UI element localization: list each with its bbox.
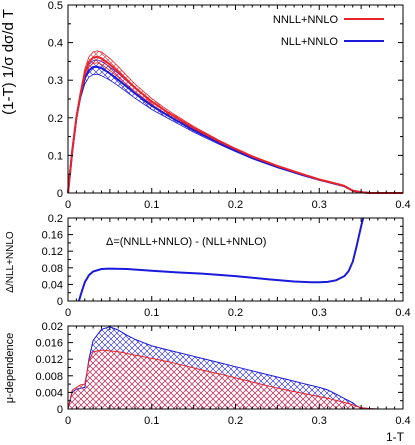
main-ytick-label: 0.3 (48, 75, 63, 87)
mu-axes: 0 0.004 0.008 0.012 0.016 0.02 0 0.1 0.2 0.3 0.4 (35, 321, 410, 427)
mu-xtick-label: 0 (65, 415, 71, 427)
main-xtick-label: 0 (65, 199, 71, 211)
delta-axes: 0 0.04 0.08 0.12 0.16 0.2 0 0.1 0.2 0.3 0.4 (42, 213, 411, 319)
delta-xtick-label: 0.3 (312, 307, 327, 319)
mu-edge-blue (67, 326, 387, 410)
delta-line (77, 218, 365, 301)
mu-ytick-label: 0.016 (35, 338, 63, 350)
delta-ytick-label: 0.12 (42, 246, 63, 258)
delta-ytick-label: 0.16 (42, 230, 63, 242)
delta-xtick-label: 0.4 (395, 307, 410, 319)
delta-xtick-label: 0 (65, 307, 71, 319)
main-xtick-label: 0.2 (228, 199, 243, 211)
main-ylabel: (1-T) 1/σ dσ/d T (0, 9, 17, 115)
main-ytick-label: 0 (57, 188, 63, 200)
mu-areas (67, 326, 387, 410)
delta-xtick-label: 0.1 (144, 307, 159, 319)
main-ytick-label: 0.2 (48, 113, 63, 125)
mu-panel: 0 0.004 0.008 0.012 0.016 0.02 0 0.1 0.2 0.3 0.4 μ… (4, 321, 411, 444)
mu-xtick-label: 0.4 (395, 415, 410, 427)
mu-ytick-label: 0 (57, 404, 63, 416)
main-ytick-label: 0.1 (48, 150, 63, 162)
main-axes: 0 0.1 0.2 0.3 0.4 0.5 0 0.1 0.2 0.3 0.4 (48, 0, 411, 211)
mu-ytick-label: 0.004 (35, 387, 63, 399)
main-frame (67, 4, 404, 194)
mu-xlabel: 1-T (386, 430, 405, 444)
mu-xtick-label: 0.1 (144, 415, 159, 427)
mu-ytick-label: 0.012 (35, 354, 63, 366)
main-ytick-label: 0.4 (48, 38, 63, 50)
mu-edge-red (67, 349, 387, 410)
delta-ytick-label: 0.04 (42, 279, 63, 291)
main-panel: 0 0.1 0.2 0.3 0.4 0.5 0 0.1 0.2 0.3 0.4 (1-T) 1/σ … (0, 0, 411, 211)
main-ytick-label: 0.5 (48, 0, 63, 12)
main-xtick-label: 0.3 (312, 199, 327, 211)
delta-annotation: Δ=(NNLL+NNLO) - (NLL+NNLO) (106, 236, 266, 248)
mu-ytick-label: 0.02 (42, 321, 63, 333)
band-nll (68, 59, 403, 194)
main-xtick-label: 0.1 (144, 199, 159, 211)
delta-ytick-label: 0 (57, 296, 63, 308)
legend: NNLL+NNLO NLL+NNLO (273, 14, 384, 48)
delta-panel: 0 0.04 0.08 0.12 0.16 0.2 0 0.1 0.2 0.3 0.4 Δ/NLL+… (5, 213, 411, 319)
mu-xtick-label: 0.2 (228, 415, 243, 427)
band-lower-nll (67, 73, 403, 194)
series-line-nnll (67, 55, 403, 194)
mu-ytick-label: 0.008 (35, 371, 63, 383)
delta-ylabel: Δ/NLL+NNLO (5, 231, 16, 293)
delta-xtick-label: 0.2 (228, 307, 243, 319)
legend-entry-nnll: NNLL+NNLO (273, 14, 339, 26)
main-xtick-label: 0.4 (395, 199, 410, 211)
mu-xtick-label: 0.3 (312, 415, 327, 427)
mu-ylabel: μ-dependence (4, 333, 16, 404)
delta-ytick-label: 0.2 (48, 213, 63, 225)
legend-entry-nll: NLL+NNLO (281, 36, 339, 48)
delta-lines (77, 218, 365, 301)
delta-ytick-label: 0.08 (42, 263, 63, 275)
main-lines (67, 55, 403, 194)
